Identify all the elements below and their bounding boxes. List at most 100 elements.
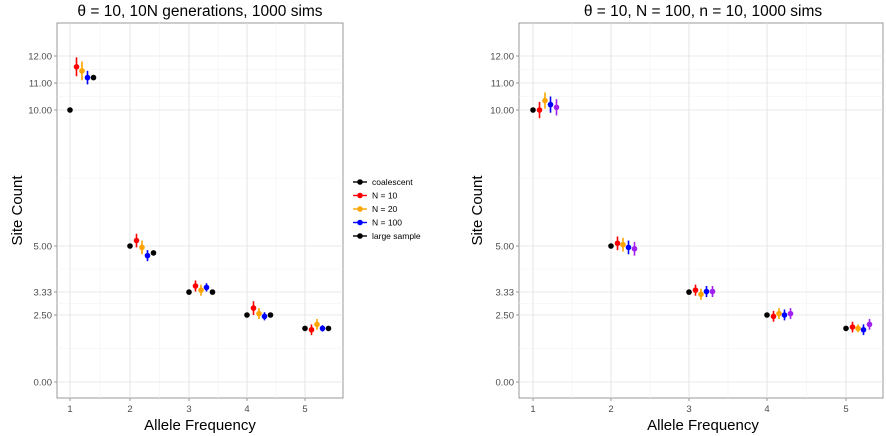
legend-label: N = 10 <box>372 191 398 201</box>
y-axis-title: Site Count <box>469 175 486 246</box>
data-point <box>764 312 770 318</box>
x-tick-label: 3 <box>686 404 691 415</box>
y-tick-label: 11.00 <box>29 79 52 90</box>
data-point <box>314 321 320 328</box>
data-point <box>84 74 91 81</box>
data-point <box>843 325 849 332</box>
series-1 <box>67 107 308 332</box>
x-tick-label: 1 <box>67 404 72 415</box>
legend-label: large sample <box>372 231 421 241</box>
data-point <box>709 288 716 295</box>
data-point <box>261 313 268 320</box>
data-point <box>302 325 308 332</box>
y-tick-label: 3.33 <box>496 288 515 299</box>
legend-key-point <box>357 219 363 226</box>
plot-area <box>56 22 344 399</box>
data-point <box>209 289 216 295</box>
data-point <box>198 287 204 293</box>
data-point <box>787 310 794 317</box>
data-point <box>542 97 548 104</box>
plot-area <box>518 22 884 399</box>
data-point <box>530 107 536 113</box>
legend-label: N = 100 <box>372 218 402 228</box>
series-2 <box>73 57 315 336</box>
series-3 <box>542 92 861 333</box>
data-point <box>703 288 710 295</box>
x-axis-title: Allele Frequency <box>144 417 256 434</box>
data-point <box>620 241 626 248</box>
x-tick-label: 3 <box>186 404 191 415</box>
y-tick-label: 0.00 <box>496 378 515 389</box>
series-1 <box>530 107 849 332</box>
x-tick-label: 1 <box>530 404 535 415</box>
series-5 <box>90 74 332 332</box>
data-point <box>625 244 632 251</box>
data-point <box>631 245 638 252</box>
data-point <box>244 312 250 318</box>
y-tick-label: 12.00 <box>28 52 52 63</box>
panel-2: 0.00 2.50 3.33 5.00 10.00 11.00 12.00 1 2 3 4 5 θ = … <box>469 3 884 434</box>
data-point <box>776 310 782 317</box>
legend-key-point <box>357 192 363 199</box>
data-point <box>267 312 274 318</box>
data-point <box>698 291 704 298</box>
data-point <box>186 289 192 295</box>
data-point <box>139 244 145 251</box>
x-tick-label: 2 <box>127 404 132 415</box>
series-2 <box>536 101 856 333</box>
series-3 <box>79 61 320 330</box>
legend: coalescent N = 10 N = 20 N = 100 large sampl… <box>352 176 434 248</box>
data-point <box>686 289 692 295</box>
legend-key-point <box>357 206 363 212</box>
data-point <box>553 104 560 111</box>
data-point <box>781 312 788 318</box>
data-point <box>866 321 873 328</box>
y-tick-label: 10.00 <box>28 106 52 117</box>
data-point <box>770 313 777 320</box>
data-point <box>860 326 867 333</box>
chart-title: θ = 10, 10N generations, 1000 sims <box>77 3 322 20</box>
data-point <box>90 74 97 81</box>
y-tick-label: 12.00 <box>490 52 514 63</box>
y-tick-label: 2.50 <box>496 311 515 322</box>
data-point <box>608 243 614 249</box>
y-tick-label: 10.00 <box>490 106 514 117</box>
legend-key-point <box>357 233 363 239</box>
data-point <box>150 250 157 256</box>
y-tick-label: 5.00 <box>34 242 53 253</box>
data-point <box>536 107 543 113</box>
data-point <box>67 107 73 113</box>
data-point <box>325 325 332 332</box>
x-tick-label: 5 <box>843 404 848 415</box>
data-point <box>79 68 85 74</box>
y-axis-title: Site Count <box>9 175 26 246</box>
data-point <box>133 237 140 244</box>
chart-title: θ = 10, N = 100, n = 10, 1000 sims <box>584 3 823 20</box>
x-tick-label: 5 <box>302 404 307 415</box>
series-4 <box>547 96 867 336</box>
y-tick-label: 5.00 <box>496 242 515 253</box>
y-tick-label: 0.00 <box>34 378 53 389</box>
data-point <box>192 283 199 289</box>
data-point <box>855 325 861 332</box>
data-point <box>144 252 151 259</box>
y-tick-label: 2.50 <box>34 311 53 322</box>
x-tick-label: 2 <box>608 404 613 415</box>
x-axis-title: Allele Frequency <box>647 417 759 434</box>
y-tick-label: 11.00 <box>491 79 514 90</box>
series-5 <box>553 99 873 330</box>
data-point <box>203 284 210 291</box>
legend-label: coalescent <box>372 177 413 187</box>
data-point <box>250 305 257 311</box>
data-point <box>547 101 554 108</box>
legend-label: N = 20 <box>372 204 398 214</box>
data-point <box>319 325 326 332</box>
data-point <box>614 240 621 247</box>
series-4 <box>84 70 326 332</box>
x-tick-label: 4 <box>244 404 249 415</box>
data-point <box>73 64 80 70</box>
data-point <box>127 243 133 249</box>
data-point <box>692 287 699 293</box>
data-point <box>256 310 262 317</box>
